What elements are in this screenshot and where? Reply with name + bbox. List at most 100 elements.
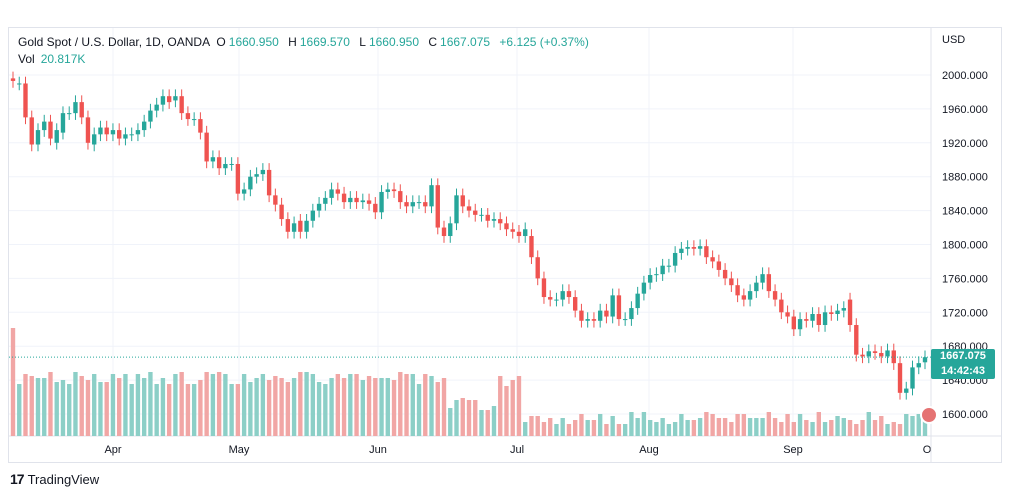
- candle-body: [872, 351, 878, 353]
- candle-body: [704, 246, 709, 258]
- candle-body: [266, 169, 272, 196]
- volume-bar: [123, 374, 128, 436]
- volume-bar: [722, 418, 728, 436]
- volume-bar: [191, 384, 197, 436]
- candle-body: [916, 363, 921, 368]
- brand-label: TradingView: [27, 471, 100, 487]
- candle-body: [566, 291, 572, 298]
- y-tick-label: 1960.000: [942, 104, 988, 116]
- candle-body: [98, 127, 103, 135]
- volume-bar: [304, 372, 309, 436]
- volume-bar: [67, 384, 72, 436]
- volume-bar: [85, 380, 91, 436]
- candle-body: [179, 96, 184, 114]
- volume-bar: [916, 414, 921, 436]
- candle-body: [779, 299, 784, 313]
- volume-bar: [160, 378, 166, 436]
- low-value: 1660.950: [368, 35, 419, 49]
- candle-body: [697, 246, 703, 249]
- x-tick-label: Aug: [639, 444, 659, 456]
- volume-bar: [922, 412, 928, 436]
- candle-body: [254, 174, 259, 177]
- volume-bar: [697, 418, 703, 436]
- candle-body: [772, 291, 778, 300]
- volume-bar: [560, 418, 565, 436]
- candle-body: [716, 261, 722, 270]
- candle-body: [35, 130, 41, 145]
- candle-body: [154, 104, 159, 111]
- candle-body: [216, 157, 222, 169]
- volume-bar: [822, 422, 828, 436]
- candle-body: [554, 299, 559, 301]
- volume-bar: [54, 382, 59, 436]
- candle-body: [385, 189, 390, 192]
- candle-body: [323, 197, 328, 204]
- candle-body: [204, 132, 209, 162]
- tradingview-brand[interactable]: 17 TradingView: [10, 471, 99, 487]
- volume-bar: [841, 418, 846, 436]
- volume-bar: [829, 420, 834, 436]
- candle-body: [360, 200, 365, 203]
- candle-body: [610, 295, 615, 317]
- volume-bar: [235, 384, 241, 436]
- volume-bar: [835, 416, 840, 436]
- volume-bar: [660, 418, 665, 436]
- volume-bar: [316, 382, 322, 436]
- volume-bar: [485, 410, 490, 436]
- candle-body: [841, 308, 846, 311]
- candle-body: [891, 350, 896, 364]
- volume-bar: [573, 420, 578, 436]
- last-price: 1667.075: [940, 350, 986, 362]
- candle-body: [173, 96, 178, 101]
- y-tick-label: 1880.000: [942, 172, 988, 184]
- candle-body: [647, 275, 653, 283]
- candle-body: [129, 134, 134, 136]
- candle-body: [585, 319, 590, 321]
- volume-bar: [17, 384, 22, 436]
- event-flag-icon[interactable]: [920, 406, 938, 424]
- volume-bar: [141, 378, 147, 436]
- volume-bar: [554, 424, 559, 436]
- candle-body: [491, 219, 497, 221]
- candle-body: [79, 102, 84, 118]
- candle-body: [747, 291, 753, 300]
- volume-bar: [772, 418, 778, 436]
- candle-body: [10, 78, 16, 81]
- candle-body: [660, 265, 665, 275]
- volume-bar: [760, 418, 765, 436]
- volume-legend: Vol 20.817K: [18, 52, 85, 66]
- candle-body: [910, 367, 915, 389]
- candle-body: [629, 308, 634, 320]
- volume-bar: [254, 378, 259, 436]
- candle-body: [810, 313, 815, 321]
- candle-body: [791, 316, 797, 330]
- volume-bar: [585, 420, 590, 436]
- change-value: +6.125 (+0.37%): [499, 35, 589, 49]
- y-tick-label: 1840.000: [942, 206, 988, 218]
- candle-body: [797, 319, 803, 330]
- candle-body: [579, 310, 584, 321]
- y-tick-label: 1920.000: [942, 138, 988, 150]
- volume-bar: [435, 382, 440, 436]
- volume-bar: [597, 414, 603, 436]
- volume-bar: [323, 384, 328, 436]
- volume-bar: [48, 372, 53, 436]
- candle-body: [73, 102, 78, 114]
- candle-body: [448, 223, 453, 237]
- candle-body: [504, 223, 509, 230]
- volume-bar: [504, 386, 509, 436]
- candle-body: [860, 354, 865, 357]
- candle-body: [335, 189, 341, 194]
- candle-body: [460, 195, 465, 207]
- candle-body: [754, 282, 759, 292]
- volume-bar: [179, 372, 184, 436]
- candle-body: [310, 210, 316, 221]
- currency-label: USD: [942, 34, 966, 46]
- volume-bar: [691, 420, 697, 436]
- x-tick-label: O: [923, 444, 932, 456]
- symbol-title: Gold Spot / U.S. Dollar, 1D, OANDA: [18, 35, 211, 49]
- candle-body: [904, 388, 909, 393]
- volume-bar: [341, 378, 347, 436]
- volume-bar: [797, 414, 803, 436]
